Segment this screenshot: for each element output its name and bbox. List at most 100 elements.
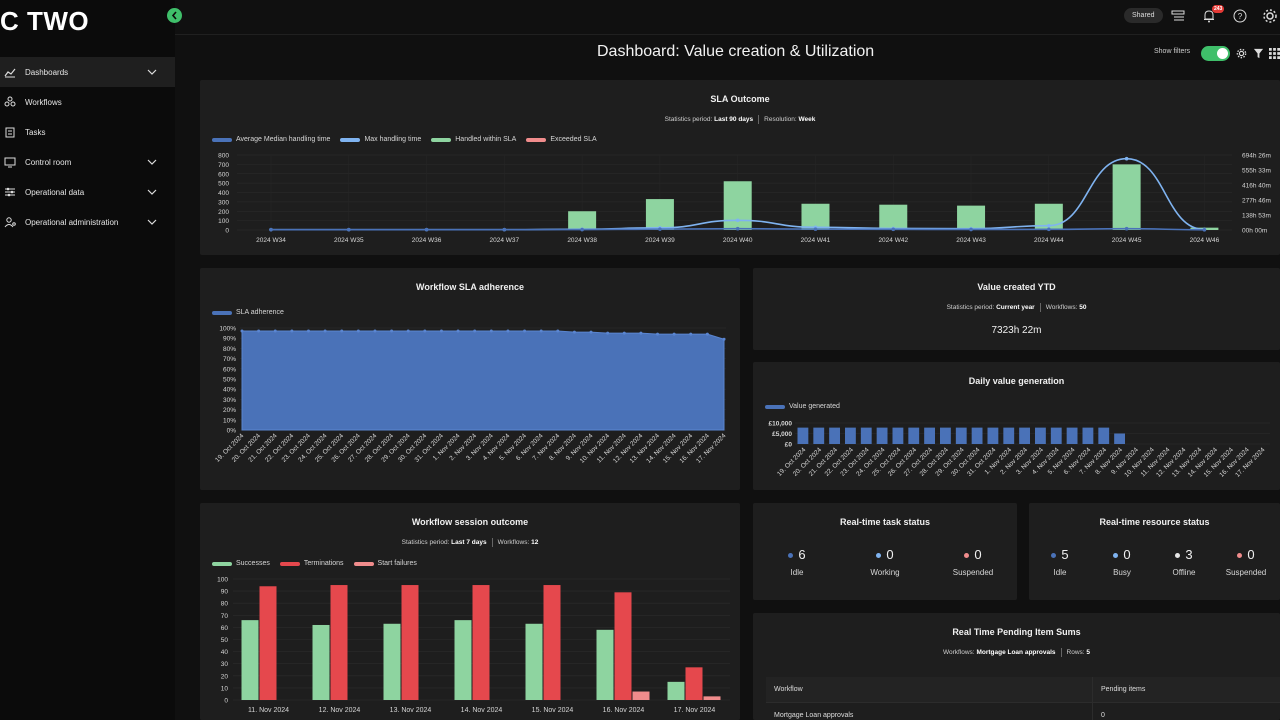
sla-adherence-point [572,330,576,334]
y-tick-label: 100% [219,326,236,333]
status-value: 6 [798,547,806,562]
bar-value-generated [813,427,825,444]
task-status-idle: 6 Idle [757,547,837,577]
gear-icon[interactable] [1236,48,1247,59]
table-row[interactable]: Mortgage Loan approvals 0 [766,703,1280,720]
panel-title: Real Time Pending Item Sums [952,627,1081,637]
legend-item[interactable]: Terminations [279,560,344,567]
sidebar-item-tasks[interactable]: Tasks [0,117,175,147]
y-tick-label: 0 [224,698,228,705]
legend-swatch [431,137,452,142]
max-handling-time-point [1124,156,1129,161]
panel-stats: Statistics period: Current year Workflows… [753,303,1280,312]
sla-adherence-point [423,329,427,333]
sla-adherence-chart: 0%10%20%30%40%50%60%70%80%90%100%19. Oct… [214,326,728,465]
sla-adherence-point [506,329,510,333]
list-view-icon[interactable] [1170,8,1186,24]
chevron-down-icon[interactable] [147,68,157,76]
sla-outcome-chart: 0 100 200 300 400 500 600 700 800 00h 00m 138h 53m… [218,153,1271,245]
x-tick-label: 2024 W42 [878,237,908,244]
chevron-down-icon[interactable] [147,188,157,196]
bar-value-generated [987,427,999,444]
panel-title: Workflow session outcome [411,517,529,527]
table-cell: 0 [1101,712,1105,719]
sidebar-item-control-room[interactable]: Control room [0,147,175,177]
bar-handled-within-sla [645,199,674,230]
stat-value: 12 [531,539,539,547]
panel-title: Real-time resource status [1099,517,1210,527]
sla-adherence-point [622,331,626,335]
x-tick-label: 14. Nov 2024 [461,707,503,714]
status-dot [1113,553,1119,559]
legend-item[interactable]: Max handling time [340,136,421,143]
sidebar-item-label: Control room [25,157,72,167]
pending-sums-panel: Real Time Pending Item Sums Workflows: M… [753,613,1280,720]
chevron-down-icon[interactable] [147,218,157,226]
legend-item[interactable]: Average Median handling time [212,136,330,143]
status-value: 0 [1247,547,1255,562]
legend-label: Terminations [303,560,344,567]
legend-item[interactable]: Successes [212,560,270,567]
y-tick-label: 70% [223,356,236,363]
sidebar-item-operational-data[interactable]: Operational data [0,177,175,207]
status-label: Suspended [952,568,994,577]
bar-handled-within-sla [568,211,597,230]
legend-swatch [212,310,232,315]
bar-value-generated [860,427,872,444]
sidebar-collapse-button[interactable] [167,8,182,23]
x-tick-label: 11. Nov 2024 [248,707,289,714]
gear-icon[interactable] [1262,8,1278,24]
legend-item[interactable]: SLA adherence [212,309,284,316]
y-tick-label: £5,000 [772,431,792,438]
show-filters-toggle[interactable] [1201,46,1230,61]
stat-label: Resolution: [764,116,797,124]
page-title: Dashboard: Value creation & Utilization [597,43,875,60]
x-tick-label: 15. Nov 2024 [532,707,574,714]
app-logo: C TWO [0,6,90,36]
status-label: Offline [1172,568,1196,577]
sla-adherence-point [539,329,543,333]
sidebar-item-operational-administration[interactable]: Operational administration [0,207,175,237]
sla-adherence-point [273,329,277,333]
average-median-handling-time-point [580,227,584,232]
sidebar-item-dashboards[interactable]: Dashboards [0,57,175,87]
legend-item[interactable]: Handled within SLA [431,136,516,143]
shared-button[interactable]: Shared [1124,8,1163,23]
legend-item[interactable]: Value generated [765,403,840,410]
sla-adherence-point [323,329,327,333]
bar-handled-within-sla [723,181,752,230]
help-icon[interactable]: ? [1232,8,1248,24]
y-tick-label: 10 [221,685,229,692]
filter-icon[interactable] [1253,48,1264,59]
chevron-down-icon[interactable] [147,158,157,166]
column-header-workflow[interactable]: Workflow [766,677,1093,702]
average-median-handling-time-point [424,227,429,232]
status-dot [1051,553,1057,559]
stat-value: 50 [1079,304,1087,312]
average-median-handling-time-point [1124,226,1129,231]
stat-label: Workflows: [1045,304,1078,312]
bell-icon[interactable] [1201,8,1217,24]
sidebar-item-label: Operational administration [25,217,119,227]
y-tick-label: 70 [221,613,229,620]
y-tick-label: 100 [218,218,229,225]
sidebar-item-workflows[interactable]: Workflows [0,87,175,117]
status-label: Working [870,568,900,577]
y-tick-label: 100 [217,577,228,584]
bar-value-generated [1098,427,1110,444]
bar-successes [312,624,330,700]
grid-icon[interactable] [1269,48,1280,59]
sla-adherence-point [589,330,593,334]
status-dot [1237,553,1243,559]
y-tick-label: 50 [221,637,229,644]
legend-swatch [212,137,232,142]
sla-adherence-point [489,329,493,333]
legend-item[interactable]: Exceeded SLA [526,136,597,143]
x-tick-label: 12. Nov 2024 [319,707,361,714]
average-median-handling-time-point [891,227,896,232]
chart-legend: Successes Terminations Start failures [212,560,417,567]
legend-item[interactable]: Start failures [353,560,417,567]
column-header-pending-items[interactable]: Pending items [1101,686,1146,693]
y-tick-label: 90 [221,589,229,596]
legend-label: Average Median handling time [236,136,331,143]
